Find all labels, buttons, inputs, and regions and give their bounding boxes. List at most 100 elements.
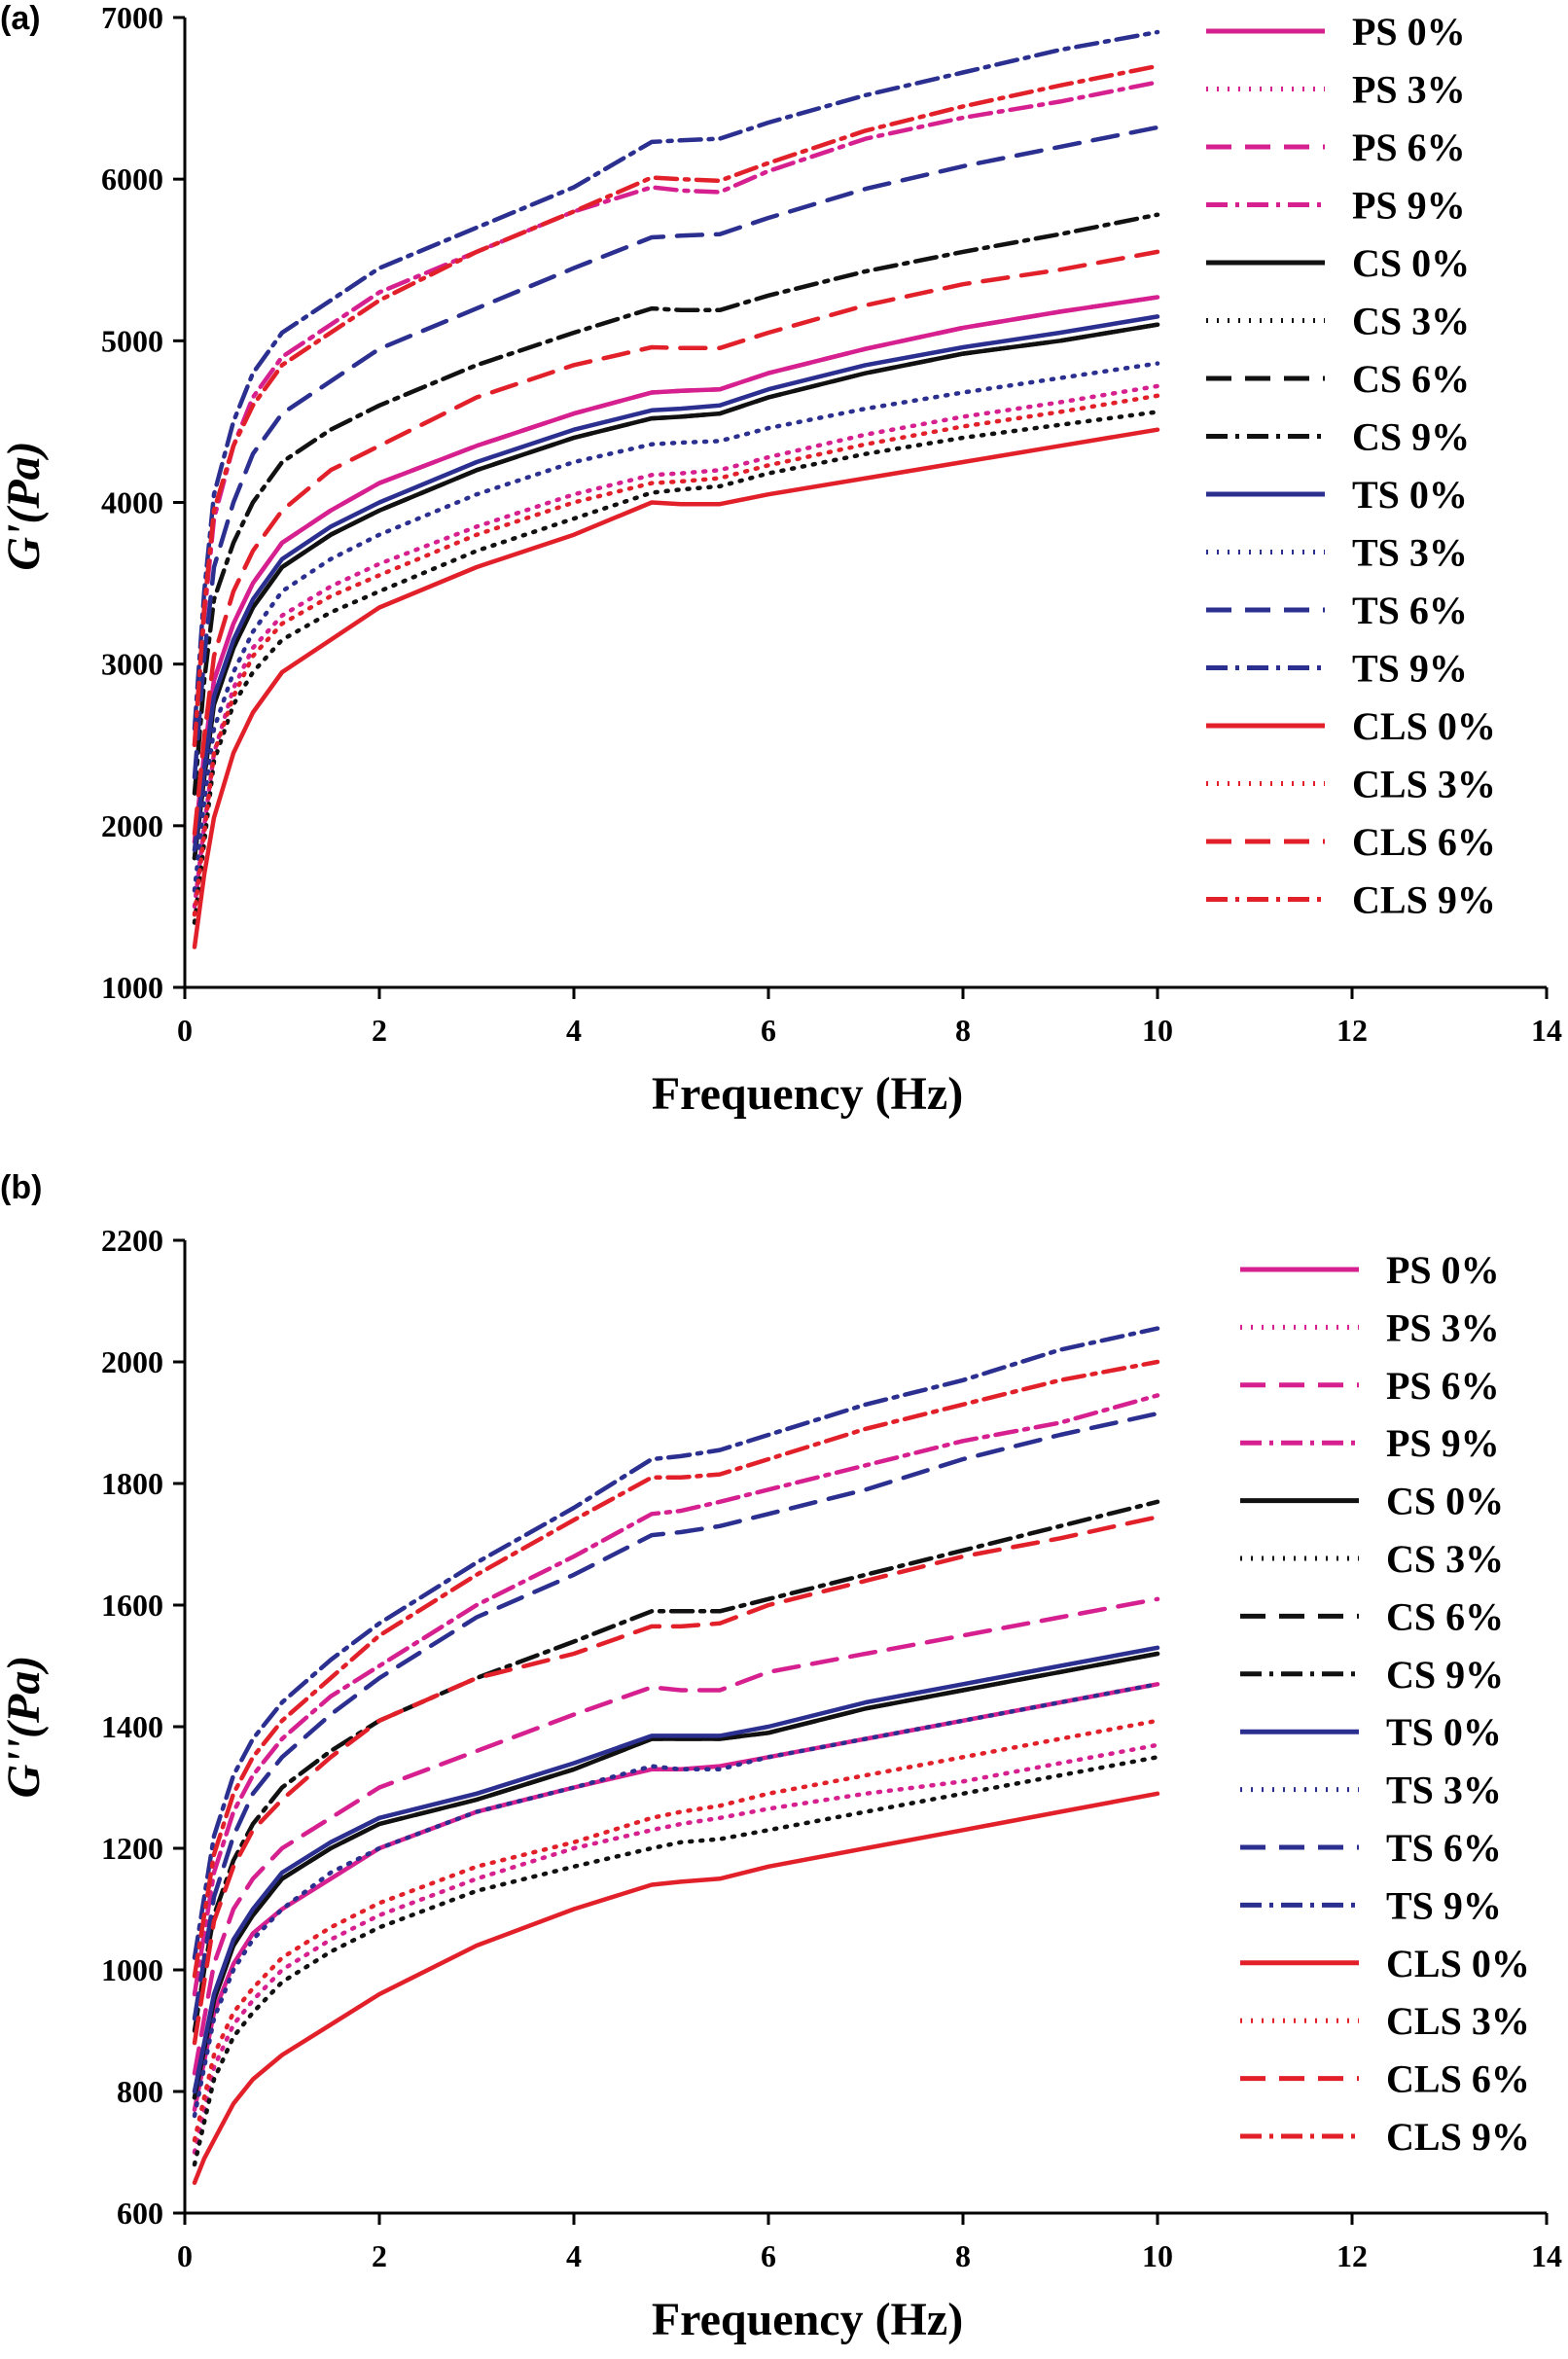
legend-item: CLS 6% bbox=[1206, 820, 1496, 864]
series-line-cls-3- bbox=[192, 393, 1160, 917]
x-tick-label: 14 bbox=[1531, 1013, 1562, 1048]
legend-item: PS 9% bbox=[1240, 1421, 1500, 1465]
x-tick-label: 4 bbox=[566, 2238, 582, 2273]
legend-label: PS 0% bbox=[1352, 10, 1466, 54]
legend-label: PS 9% bbox=[1352, 184, 1466, 228]
series-line-cs-6- bbox=[192, 1651, 1160, 2100]
legend-item: CLS 9% bbox=[1206, 878, 1496, 922]
series-line-ps-3- bbox=[192, 1742, 1160, 2155]
y-tick-label: 7000 bbox=[101, 0, 163, 35]
legend-label: TS 6% bbox=[1386, 1826, 1502, 1870]
panel-a: (a) 1000 2000 3000 4000 5000 6000 7000 0 2 4 6 8 10 1… bbox=[0, 0, 1562, 1120]
legend-item: TS 9% bbox=[1240, 1883, 1502, 1927]
y-tick-label: 1200 bbox=[101, 1831, 163, 1866]
legend-item: CS 0% bbox=[1206, 241, 1470, 285]
x-tick-label: 0 bbox=[177, 2238, 193, 2273]
series-line-cs-9- bbox=[192, 1499, 1160, 2033]
legend-item: CLS 3% bbox=[1240, 1999, 1530, 2043]
legend-label: PS 9% bbox=[1386, 1421, 1500, 1465]
legend-label: CS 9% bbox=[1386, 1653, 1504, 1697]
legend-item: PS 6% bbox=[1206, 125, 1466, 169]
series-line-cls-3- bbox=[192, 1718, 1160, 2143]
x-axis-title: Frequency (Hz) bbox=[652, 2294, 963, 2345]
legend-label: PS 6% bbox=[1352, 125, 1466, 169]
legend-label: PS 6% bbox=[1386, 1364, 1500, 1408]
legend-label: PS 0% bbox=[1386, 1248, 1500, 1292]
legend-label: CLS 3% bbox=[1386, 1999, 1530, 2043]
legend-item: TS 6% bbox=[1240, 1826, 1502, 1870]
series-line-cls-6- bbox=[192, 249, 1160, 837]
y-axis-title: G''(Pa) bbox=[0, 1656, 50, 1799]
x-tick-label: 10 bbox=[1142, 2238, 1173, 2273]
series-line-ts-9- bbox=[192, 1326, 1160, 1960]
legend-item: CS 3% bbox=[1240, 1537, 1504, 1581]
y-axis-title: G'(Pa) bbox=[0, 441, 50, 570]
series-line-ts-3- bbox=[192, 361, 1160, 893]
series-line-cs-9- bbox=[192, 212, 1160, 796]
legend-label: TS 0% bbox=[1352, 473, 1468, 517]
x-tick-label: 6 bbox=[761, 1013, 776, 1048]
legend-label: TS 9% bbox=[1386, 1883, 1502, 1927]
series-line-cls-0- bbox=[192, 427, 1160, 949]
legend-label: TS 3% bbox=[1352, 531, 1468, 575]
x-tick-label: 12 bbox=[1336, 1013, 1368, 1048]
y-tick-label: 5000 bbox=[101, 323, 163, 358]
legend-label: CS 6% bbox=[1352, 357, 1470, 401]
legend-item: CLS 9% bbox=[1240, 2115, 1530, 2159]
legend-label: CS 9% bbox=[1352, 415, 1470, 459]
y-tick-label: 1400 bbox=[101, 1709, 163, 1744]
series-line-ps-0- bbox=[192, 1682, 1160, 2113]
x-tick-label: 4 bbox=[566, 1013, 582, 1048]
legend-item: PS 9% bbox=[1206, 184, 1466, 228]
y-tick-label: 800 bbox=[117, 2074, 163, 2109]
series-line-ts-3- bbox=[192, 1682, 1160, 2119]
x-tick-label: 12 bbox=[1336, 2238, 1368, 2273]
legend-label: CS 6% bbox=[1386, 1594, 1504, 1638]
x-tick-label: 8 bbox=[955, 1013, 971, 1048]
y-tick-label: 3000 bbox=[101, 647, 163, 682]
series-line-ts-6- bbox=[192, 1411, 1160, 2021]
legend-label: TS 3% bbox=[1386, 1769, 1502, 1812]
x-tick-label: 14 bbox=[1531, 2238, 1562, 2273]
legend-item: CLS 3% bbox=[1206, 763, 1496, 806]
legend: PS 0% PS 3% PS 6% PS 9% CS 0% CS 3% CS 6% CS 9%… bbox=[1240, 1248, 1530, 2159]
series-line-cs-3- bbox=[192, 410, 1160, 925]
legend-label: PS 3% bbox=[1352, 68, 1466, 112]
series-line-cls-6- bbox=[192, 1515, 1160, 2046]
series-line-ps-9- bbox=[192, 1393, 1160, 1997]
legend-item: CS 3% bbox=[1206, 300, 1470, 343]
y-tick-label: 1000 bbox=[101, 970, 163, 1005]
series-line-ps-6- bbox=[192, 1596, 1160, 2076]
y-tick-label: 6000 bbox=[101, 161, 163, 197]
legend-label: CLS 0% bbox=[1386, 1942, 1530, 1985]
legend-label: CS 0% bbox=[1386, 1480, 1504, 1523]
legend-item: CLS 0% bbox=[1240, 1942, 1530, 1985]
legend-item: TS 3% bbox=[1206, 531, 1468, 575]
series-line-ts-6- bbox=[192, 125, 1160, 780]
legend-item: CS 9% bbox=[1240, 1653, 1504, 1697]
panel-label-a: (a) bbox=[0, 0, 41, 37]
legend-item: CS 0% bbox=[1240, 1480, 1504, 1523]
series-line-cs-3- bbox=[192, 1755, 1160, 2167]
panel-label-b: (b) bbox=[0, 1169, 42, 1206]
legend-item: CS 6% bbox=[1240, 1594, 1504, 1638]
series-line-ps-0- bbox=[192, 295, 1160, 844]
series-line-cs-6- bbox=[192, 322, 1160, 861]
legend-item: TS 6% bbox=[1206, 589, 1468, 632]
legend-item: TS 3% bbox=[1240, 1769, 1502, 1812]
y-tick-label: 2000 bbox=[101, 1344, 163, 1379]
series-line-ps-9- bbox=[192, 80, 1160, 748]
series-line-ts-0- bbox=[192, 1645, 1160, 2094]
y-tick-label: 2000 bbox=[101, 808, 163, 843]
x-axis-title: Frequency (Hz) bbox=[652, 1068, 963, 1120]
legend-label: CLS 6% bbox=[1386, 2057, 1530, 2101]
legend-label: CLS 3% bbox=[1352, 763, 1496, 806]
legend-item: CLS 6% bbox=[1240, 2057, 1530, 2101]
y-tick-label: 600 bbox=[117, 2196, 163, 2231]
legend-label: CLS 6% bbox=[1352, 820, 1496, 864]
series-line-ps-3- bbox=[192, 383, 1160, 910]
y-tick-label: 1800 bbox=[101, 1466, 163, 1501]
x-tick-label: 2 bbox=[372, 1013, 387, 1048]
x-tick-label: 2 bbox=[372, 2238, 387, 2273]
legend-label: TS 9% bbox=[1352, 647, 1468, 691]
